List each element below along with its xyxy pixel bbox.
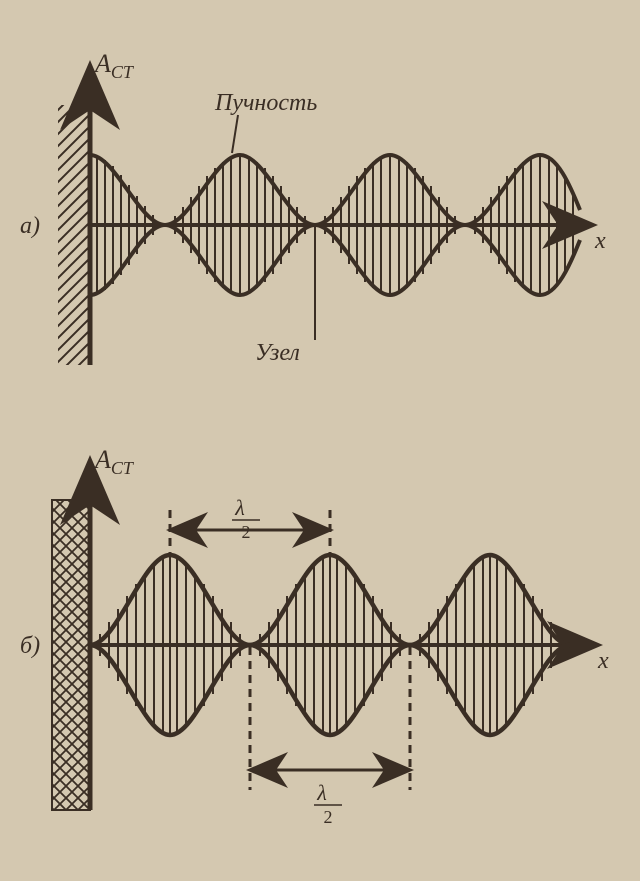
wall-crosshatch [52,500,90,810]
figure-b: AСТ x б) λ 2 λ 2 [20,445,609,827]
x-axis-label: x [594,228,606,254]
figure-a: AСТ x а) Пучность Узел [20,49,606,366]
antinode-pointer [232,115,238,153]
x-axis-label-b: x [597,648,609,674]
wall-hatching [58,105,90,365]
figure-b-label: б) [20,633,40,659]
y-axis-label: AСТ [93,49,135,82]
node-label: Узел [255,340,300,366]
svg-text:λ: λ [234,495,245,520]
standing-wave-diagram: AСТ x а) Пучность Узел [0,0,640,881]
upper-halfwave-annotation: λ 2 [170,495,330,555]
svg-text:λ: λ [316,780,327,805]
svg-text:2: 2 [242,522,251,542]
y-axis-label-b: AСТ [93,445,135,478]
antinode-label: Пучность [214,90,317,116]
envelope-fill-b [100,555,560,735]
svg-text:2: 2 [324,807,333,827]
figure-a-label: а) [20,213,40,239]
